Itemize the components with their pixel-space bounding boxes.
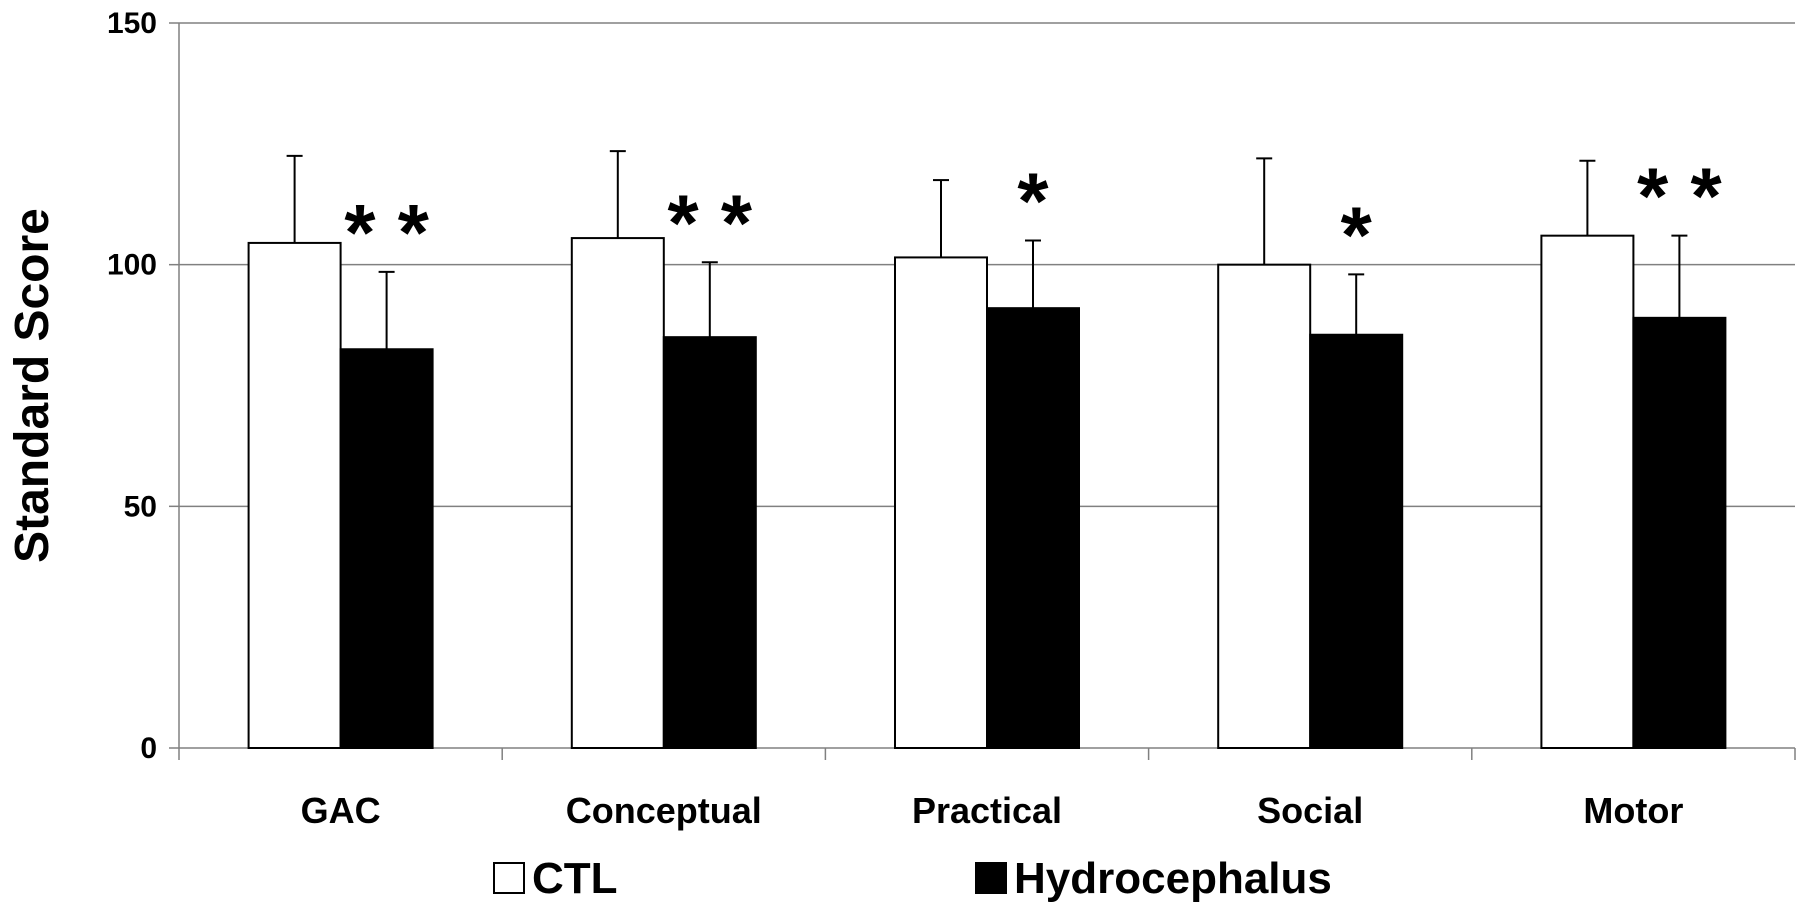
x-tick-label: GAC (301, 790, 381, 831)
significance-marker: * (1017, 157, 1049, 246)
bars (247, 150, 1727, 750)
bar-hydrocephalus-practical (986, 307, 1080, 749)
y-tick-label: 50 (124, 490, 157, 523)
y-tick-label: 0 (140, 732, 157, 765)
y-axis-title: Standard Score (6, 208, 59, 563)
y-tick-label: 150 (107, 7, 157, 40)
bar-ctl-practical (894, 256, 988, 749)
legend-label-ctl: CTL (532, 854, 618, 903)
x-tick-label: Practical (912, 790, 1062, 831)
bar-ctl-social (1217, 263, 1312, 749)
bar-ctl-conceptual (570, 237, 665, 749)
bar-ctl-gac (247, 241, 342, 750)
bar-hydrocephalus-gac (339, 348, 434, 749)
bar-hydrocephalus-social (1309, 333, 1404, 749)
bar-hydrocephalus-conceptual (662, 336, 757, 749)
x-tick-label: Social (1257, 790, 1363, 831)
legend-label-hydrocephalus: Hydrocephalus (1014, 854, 1332, 903)
bar-ctl-motor (1540, 234, 1635, 749)
significance-marker: * (1341, 190, 1373, 279)
legend: CTL Hydrocephalus (493, 854, 1332, 903)
legend-swatch-hydrocephalus (975, 862, 1007, 894)
significance-marker: * * (668, 178, 753, 267)
x-tick-label: Conceptual (566, 790, 762, 831)
labels: 0 50 100 150 GAC * * Conceptual * * Practical * So… (6, 7, 1723, 831)
bar-hydrocephalus-motor (1632, 316, 1727, 749)
x-tick-label: Motor (1583, 790, 1683, 831)
y-tick-label: 100 (107, 249, 157, 282)
significance-marker: * * (1637, 152, 1722, 241)
legend-swatch-ctl (493, 862, 525, 894)
significance-marker: * * (344, 188, 429, 277)
